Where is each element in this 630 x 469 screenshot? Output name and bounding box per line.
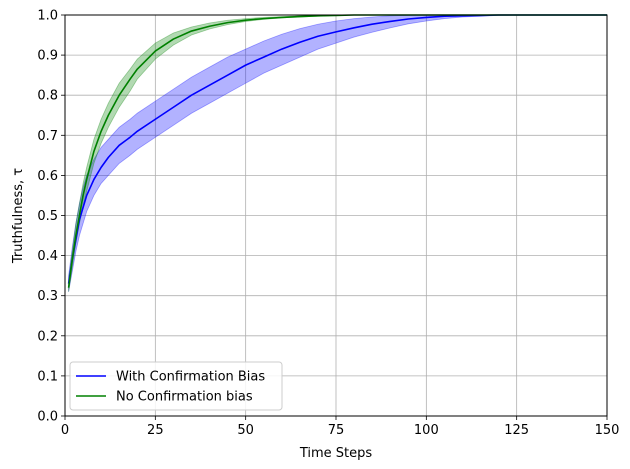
x-tick-label: 25 bbox=[147, 423, 164, 438]
series-lines bbox=[67, 14, 607, 288]
line-no-confirmation-bias bbox=[67, 14, 607, 288]
legend-label-with-confirmation-bias: With Confirmation Bias bbox=[116, 370, 265, 385]
y-tick-label: 0.7 bbox=[37, 129, 58, 144]
y-tick-label: 1.0 bbox=[37, 9, 58, 24]
y-tick-label: 0.1 bbox=[37, 369, 58, 384]
y-axis-label: Truthfulness, τ bbox=[11, 168, 26, 264]
x-tick-label: 0 bbox=[61, 423, 69, 438]
y-tick-label: 0.5 bbox=[37, 209, 58, 224]
x-tick-label: 125 bbox=[504, 423, 529, 438]
x-axis-label: Time Steps bbox=[299, 446, 373, 461]
y-tick-label: 0.4 bbox=[37, 249, 58, 264]
axis-ticks: 0 25 50 75 100 125 150 0.0 0.1 0.2 0.3 0.4 0.5 0.6 0.7… bbox=[37, 9, 619, 439]
y-tick-label: 0.6 bbox=[37, 169, 58, 184]
y-tick-label: 0.2 bbox=[37, 329, 58, 344]
legend-label-no-confirmation-bias: No Confirmation bias bbox=[116, 390, 253, 405]
y-tick-label: 0.0 bbox=[37, 410, 58, 425]
grid bbox=[64, 14, 608, 417]
y-tick-label: 0.8 bbox=[37, 89, 58, 104]
legend-box bbox=[69, 361, 283, 411]
x-tick-label: 150 bbox=[595, 423, 620, 438]
x-tick-label: 50 bbox=[237, 423, 254, 438]
y-tick-label: 0.9 bbox=[37, 49, 58, 64]
legend: With Confirmation Bias No Confirmation b… bbox=[69, 361, 283, 411]
x-tick-label: 100 bbox=[414, 423, 439, 438]
x-tick-label: 75 bbox=[328, 423, 345, 438]
y-tick-label: 0.3 bbox=[37, 289, 58, 304]
